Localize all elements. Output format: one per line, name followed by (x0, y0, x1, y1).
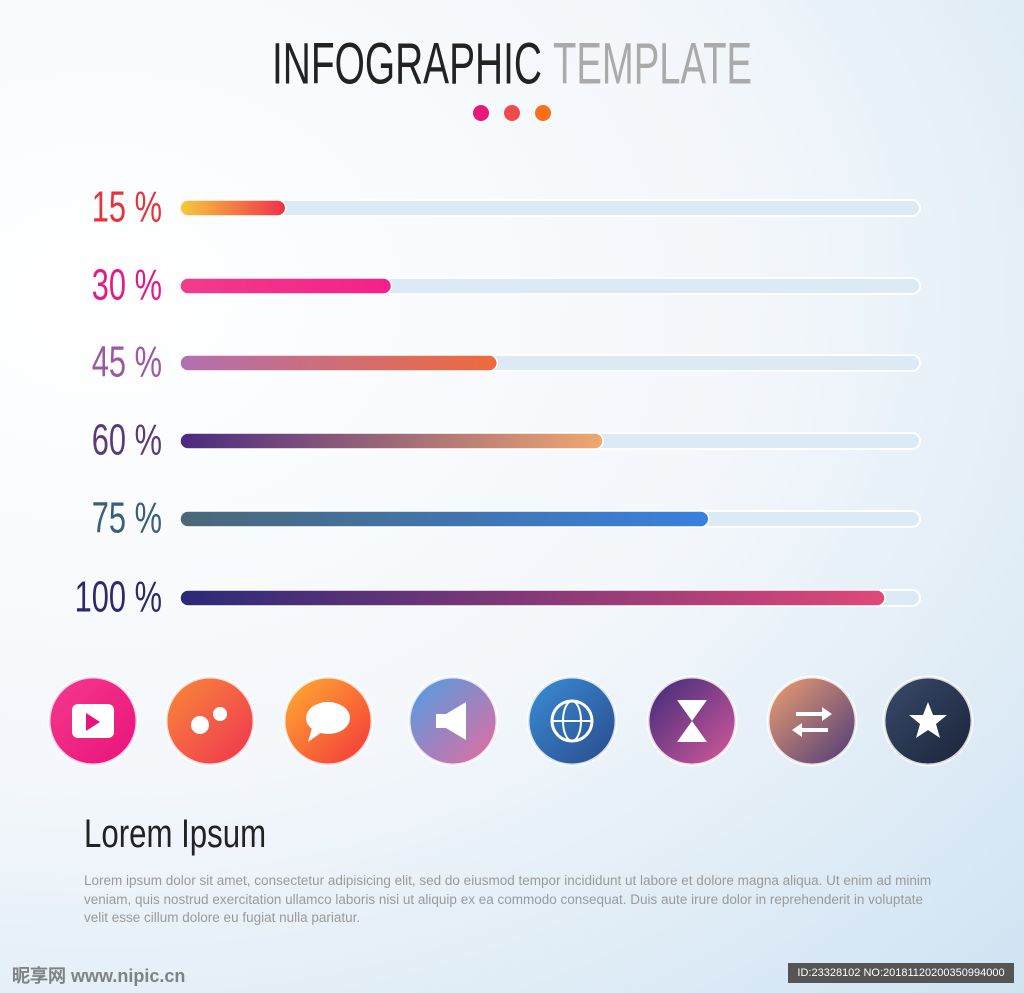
bar (179, 432, 604, 450)
play-icon (86, 713, 100, 731)
icon-circle (164, 675, 256, 767)
icon-circle (646, 675, 738, 767)
arrow-icon (792, 723, 828, 737)
value-label: 100 % (75, 573, 162, 622)
title-accent: TEMPLATE (553, 31, 752, 96)
bar (179, 199, 287, 217)
gear-icon (191, 716, 209, 734)
heading: Lorem Ipsum (84, 812, 267, 856)
chat-icon (306, 702, 350, 734)
value-label: 60 % (92, 416, 162, 465)
arrow-icon (796, 707, 832, 721)
bar-track (179, 199, 921, 217)
watermark-site: 昵享网 www.nipic.cn (12, 966, 186, 986)
value-label: 30 % (92, 261, 162, 310)
icon-glyphs (72, 699, 947, 743)
icon-circle (766, 675, 858, 767)
watermark-id: ID:23328102 NO:20181120200350994000 (788, 963, 1014, 983)
bar (179, 510, 710, 528)
value-label: 15 % (92, 183, 162, 232)
icons (47, 675, 974, 767)
hourglass-icon (677, 700, 707, 742)
bar (179, 589, 886, 607)
megaphone-icon (436, 702, 466, 740)
title-main: INFOGRAPHIC (272, 31, 542, 96)
gear-icon (213, 707, 227, 721)
value-label: 45 % (92, 338, 162, 387)
bar (179, 277, 393, 295)
star-icon (909, 702, 947, 738)
dot (473, 105, 489, 121)
dot (535, 105, 551, 121)
chat-tail (308, 728, 322, 742)
bar (179, 354, 498, 372)
paragraph: Lorem ipsum dolor sit amet, consectetur … (84, 873, 932, 925)
value-label: 75 % (92, 494, 162, 543)
dot (504, 105, 520, 121)
